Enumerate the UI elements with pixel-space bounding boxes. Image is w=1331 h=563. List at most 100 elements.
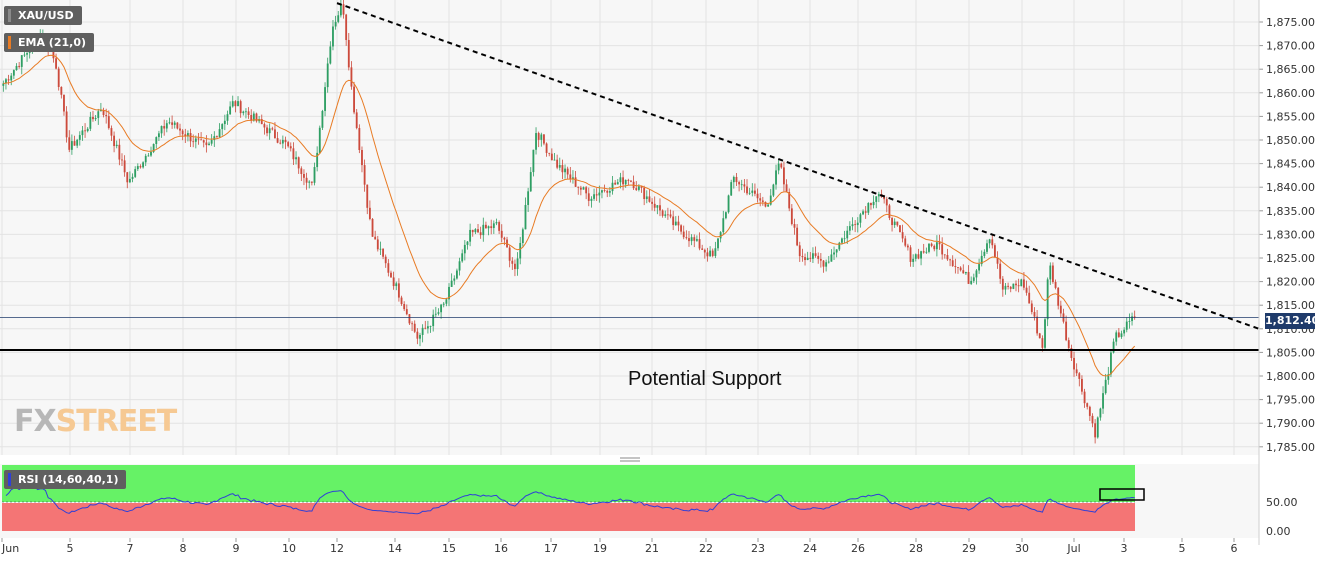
candle-body <box>102 110 105 116</box>
candle-body <box>350 67 353 87</box>
candle-body <box>529 172 532 192</box>
main-plot-area[interactable] <box>0 0 1259 455</box>
candle-body <box>411 323 414 325</box>
candle-body <box>455 270 458 279</box>
symbol-label: XAU/USD <box>18 9 74 22</box>
candle-body <box>1067 340 1070 349</box>
price-tick-label: 1,795.00 <box>1266 394 1315 407</box>
candle-body <box>545 143 548 153</box>
candle-body <box>822 260 825 267</box>
candle-body <box>281 139 284 144</box>
candle-body <box>197 138 200 140</box>
candle-body <box>324 87 326 111</box>
candle-body <box>1104 379 1107 394</box>
candle-body <box>1009 286 1012 289</box>
candle-body <box>1038 333 1041 339</box>
time-tick-label: 28 <box>909 542 923 555</box>
candle-body <box>558 165 561 168</box>
candle-body <box>669 214 672 217</box>
candle-body <box>424 327 427 329</box>
candle-body <box>268 128 271 134</box>
candle-body <box>218 129 221 137</box>
candle-body <box>255 113 258 122</box>
candle-body <box>361 150 363 166</box>
time-tick-label: 14 <box>388 542 402 555</box>
candle-body <box>1057 287 1060 306</box>
pane-divider-handle[interactable] <box>0 456 1259 463</box>
candle-body <box>144 155 147 163</box>
candle-body <box>503 237 506 240</box>
candle-body <box>999 263 1002 279</box>
time-tick-label: 15 <box>442 542 456 555</box>
candle-body <box>656 205 659 208</box>
candle-body <box>5 79 7 84</box>
candle-body <box>585 187 588 194</box>
candle-body <box>706 252 709 257</box>
price-tick-label: 1,835.00 <box>1266 205 1315 218</box>
candle-body <box>664 214 667 216</box>
candle-body <box>147 155 150 157</box>
candle-body <box>574 177 577 187</box>
price-tick-label: 1,785.00 <box>1266 441 1315 454</box>
candle-body <box>347 39 350 68</box>
candle-body <box>205 142 208 146</box>
candle-body <box>171 122 174 125</box>
candle-body <box>587 193 590 201</box>
candle-body <box>672 216 675 226</box>
candle-body <box>1094 423 1097 438</box>
time-tick-label: 7 <box>127 542 134 555</box>
rsi-tick-label: 50.00 <box>1266 496 1298 509</box>
candle-body <box>553 159 556 161</box>
candle-body <box>81 130 84 136</box>
candle-body <box>1102 393 1104 409</box>
candle-body <box>938 242 941 245</box>
candle-body <box>532 149 535 173</box>
candle-body <box>978 264 981 271</box>
candle-body <box>366 184 369 208</box>
candle-body <box>2 83 5 86</box>
candle-body <box>181 130 184 135</box>
price-tick-label: 1,825.00 <box>1266 252 1315 265</box>
candle-body <box>1123 329 1126 334</box>
candle-body <box>756 193 759 199</box>
candle-body <box>1052 265 1054 282</box>
time-tick-label: 9 <box>233 542 240 555</box>
candle-body <box>200 139 203 141</box>
candle-body <box>76 139 79 146</box>
candle-body <box>806 257 809 261</box>
candle-body <box>471 229 474 233</box>
candle-body <box>920 251 922 259</box>
candle-body <box>519 243 522 259</box>
candle-body <box>1059 305 1062 314</box>
ema-label: EMA (21,0) <box>18 36 86 49</box>
rsi-tag[interactable]: RSI (14,60,40,1) <box>4 470 127 489</box>
candle-body <box>796 227 799 246</box>
candle-body <box>690 237 693 242</box>
candle-body <box>714 248 717 256</box>
candle-body <box>432 314 435 327</box>
candle-body <box>202 140 205 143</box>
candle-body <box>1017 285 1020 287</box>
candle-body <box>297 157 300 169</box>
candle-body <box>819 258 822 261</box>
candle-body <box>812 253 814 259</box>
price-tick-label: 1,855.00 <box>1266 110 1315 123</box>
candle-body <box>862 211 864 215</box>
candle-body <box>1117 332 1120 337</box>
candle-body <box>856 222 859 226</box>
candle-body <box>732 176 735 183</box>
ema-tag[interactable]: EMA (21,0) <box>4 33 94 52</box>
candle-body <box>680 225 683 232</box>
candle-body <box>440 304 443 313</box>
candle-body <box>754 190 756 194</box>
candle-body <box>711 250 714 256</box>
candle-body <box>1070 348 1073 358</box>
candle-body <box>490 226 493 229</box>
time-tick-label: 19 <box>593 542 607 555</box>
candle-body <box>276 138 279 143</box>
candle-body <box>917 254 920 259</box>
candle-body <box>485 224 487 229</box>
candle-body <box>582 187 585 190</box>
symbol-tag[interactable]: XAU/USD <box>4 6 82 25</box>
candle-body <box>105 115 108 117</box>
